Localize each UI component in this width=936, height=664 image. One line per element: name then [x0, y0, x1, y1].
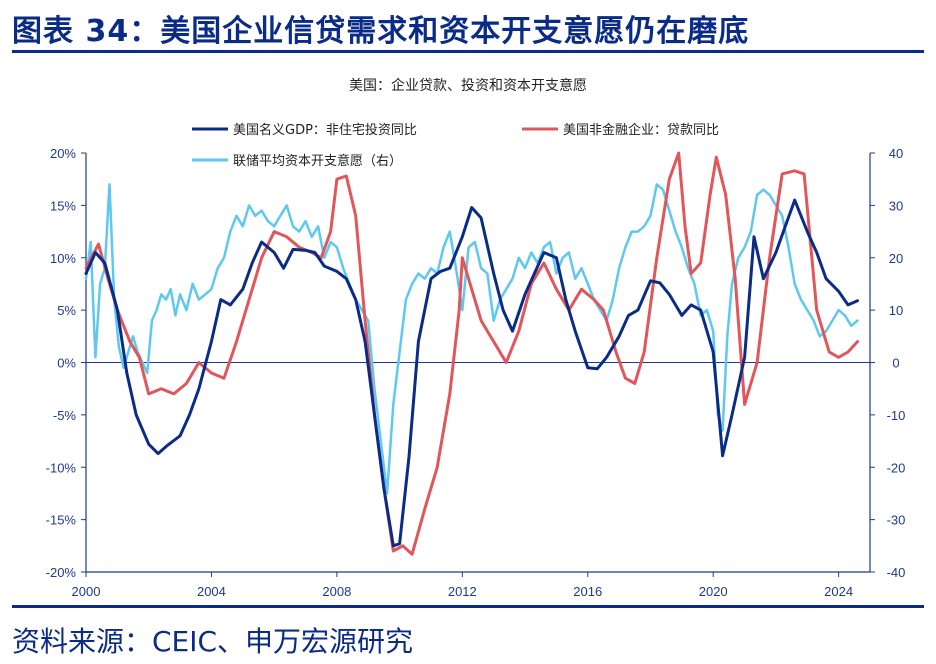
x-tick-label: 2016 — [573, 584, 602, 599]
y-right-tick-label: 10 — [889, 303, 903, 318]
y-right-tick-label: 40 — [889, 146, 903, 161]
y-left-tick-label: -20% — [46, 565, 77, 580]
legend-item-gdp-investment: 美国名义GDP：非住宅投资同比 — [192, 122, 417, 138]
source-note: 资料来源：CEIC、申万宏源研究 — [12, 625, 414, 658]
x-tick-label: 2000 — [72, 584, 101, 599]
series-line-capex-intentions — [84, 183, 859, 495]
x-tick-label: 2008 — [322, 584, 351, 599]
x-tick-label: 2012 — [448, 584, 477, 599]
legend-item-corporate-loans: 美国非金融企业：贷款同比 — [522, 122, 719, 138]
legend-label: 美国名义GDP：非住宅投资同比 — [233, 122, 417, 138]
y-left-tick-label: 0% — [57, 356, 76, 371]
y-right-tick-label: -20 — [887, 460, 906, 475]
axes: 20% 15% 10% 5% 0% -5% -10% -15% -20% 40 30 20 10 0 -10… — [46, 146, 906, 599]
source-rule — [12, 605, 924, 608]
series-line-gdp-investment — [84, 198, 859, 548]
y-right-tick-label: -10 — [887, 408, 906, 423]
legend-item-capex-intentions: 联储平均资本开支意愿（右） — [192, 153, 402, 169]
y-right-tick-label: 0 — [892, 356, 899, 371]
y-left-tick-label: 15% — [50, 198, 76, 213]
figure-title: 图表 34：美国企业信贷需求和资本开支意愿仍在磨底 — [12, 14, 750, 49]
y-left-tick-label: 5% — [57, 303, 76, 318]
chart-title: 美国：企业贷款、投资和资本开支意愿 — [349, 77, 587, 94]
y-left-tick-label: 10% — [50, 251, 76, 266]
y-right-tick-label: -40 — [887, 565, 906, 580]
y-left-tick-label: -15% — [46, 513, 77, 528]
y-left-tick-label: -10% — [46, 460, 77, 475]
series-layer — [84, 151, 859, 556]
x-tick-label: 2020 — [699, 584, 728, 599]
legend-label: 美国非金融企业：贷款同比 — [563, 122, 719, 138]
series-line-corporate-loans — [84, 151, 859, 556]
y-right-tick-label: -30 — [887, 513, 906, 528]
x-tick-label: 2024 — [824, 584, 853, 599]
y-left-tick-label: 20% — [50, 146, 76, 161]
legend-label: 联储平均资本开支意愿（右） — [233, 153, 402, 169]
title-rule — [12, 50, 924, 53]
y-left-tick-label: -5% — [53, 408, 77, 423]
y-right-tick-label: 20 — [889, 251, 903, 266]
y-right-tick-label: 30 — [889, 198, 903, 213]
x-tick-label: 2004 — [197, 584, 226, 599]
